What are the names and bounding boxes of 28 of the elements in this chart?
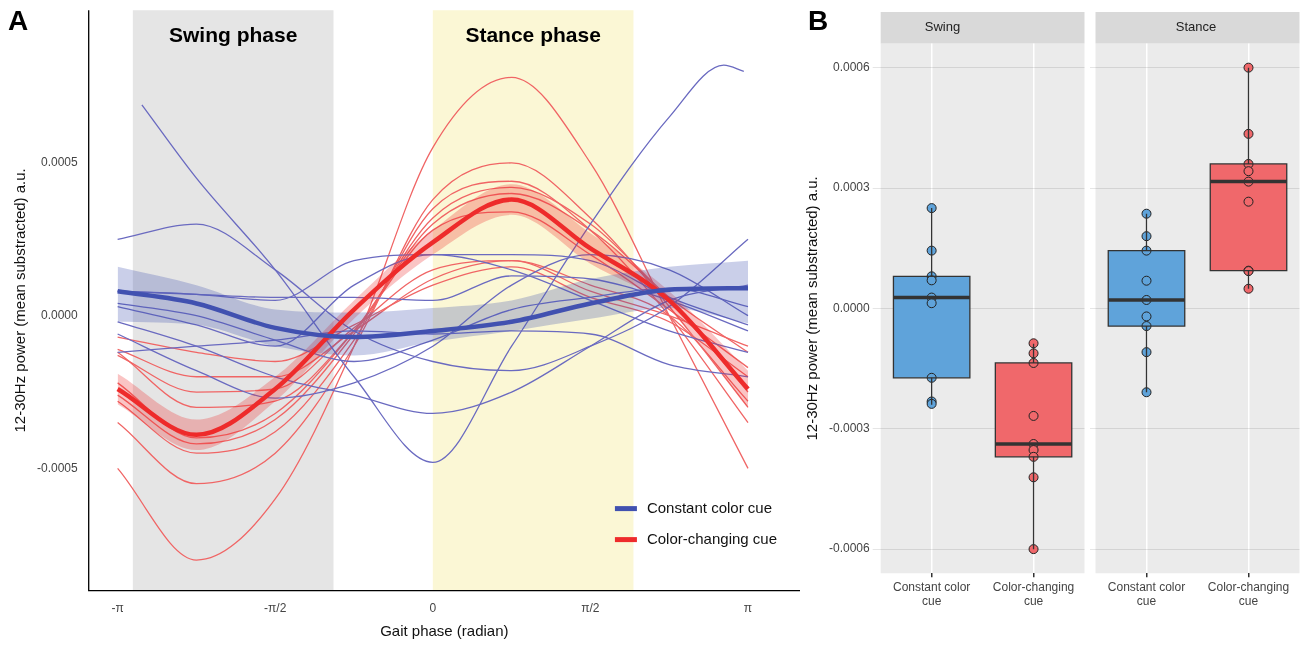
y-tick-label: -0.0003 bbox=[829, 421, 871, 436]
x-tick-label: -π/2 bbox=[264, 601, 287, 616]
y-axis-title: 12-30Hz power (mean substracted) a.u. bbox=[803, 176, 821, 441]
legend-label: Constant color cue bbox=[646, 498, 772, 516]
y-tick-label: 0.0000 bbox=[833, 300, 871, 315]
text: A bbox=[8, 4, 29, 36]
x-tick-label: Color-changing cue bbox=[1207, 579, 1290, 609]
y-tick-label: -0.0006 bbox=[829, 541, 871, 556]
x-tick-label: Constant color cue bbox=[892, 579, 971, 609]
y-tick-label: 0.0005 bbox=[41, 155, 79, 170]
chart-title: Swing bbox=[924, 19, 961, 35]
text: B bbox=[808, 4, 829, 36]
x-tick-label: Color-changing cue bbox=[992, 579, 1075, 609]
y-tick-label: 0.0000 bbox=[41, 307, 79, 322]
y-axis-title: 12-30Hz power (mean substracted) a.u. bbox=[11, 168, 29, 433]
band-label: Swing phase bbox=[168, 23, 298, 47]
x-tick-label: π/2 bbox=[581, 601, 600, 616]
x-axis-title: Gait phase (radian) bbox=[380, 622, 509, 640]
x-tick-label: Constant color cue bbox=[1107, 579, 1186, 609]
legend-label: Color-changing cue bbox=[646, 529, 777, 547]
x-tick-label: -π bbox=[111, 601, 124, 616]
y-tick-label: 0.0003 bbox=[833, 180, 871, 195]
x-tick-label: π bbox=[743, 601, 753, 616]
band-label: Stance phase bbox=[465, 23, 601, 47]
y-tick-label: 0.0006 bbox=[833, 59, 871, 74]
chart-title: Stance bbox=[1175, 19, 1217, 35]
y-tick-label: -0.0005 bbox=[37, 460, 79, 475]
x-tick-label: 0 bbox=[429, 601, 437, 616]
